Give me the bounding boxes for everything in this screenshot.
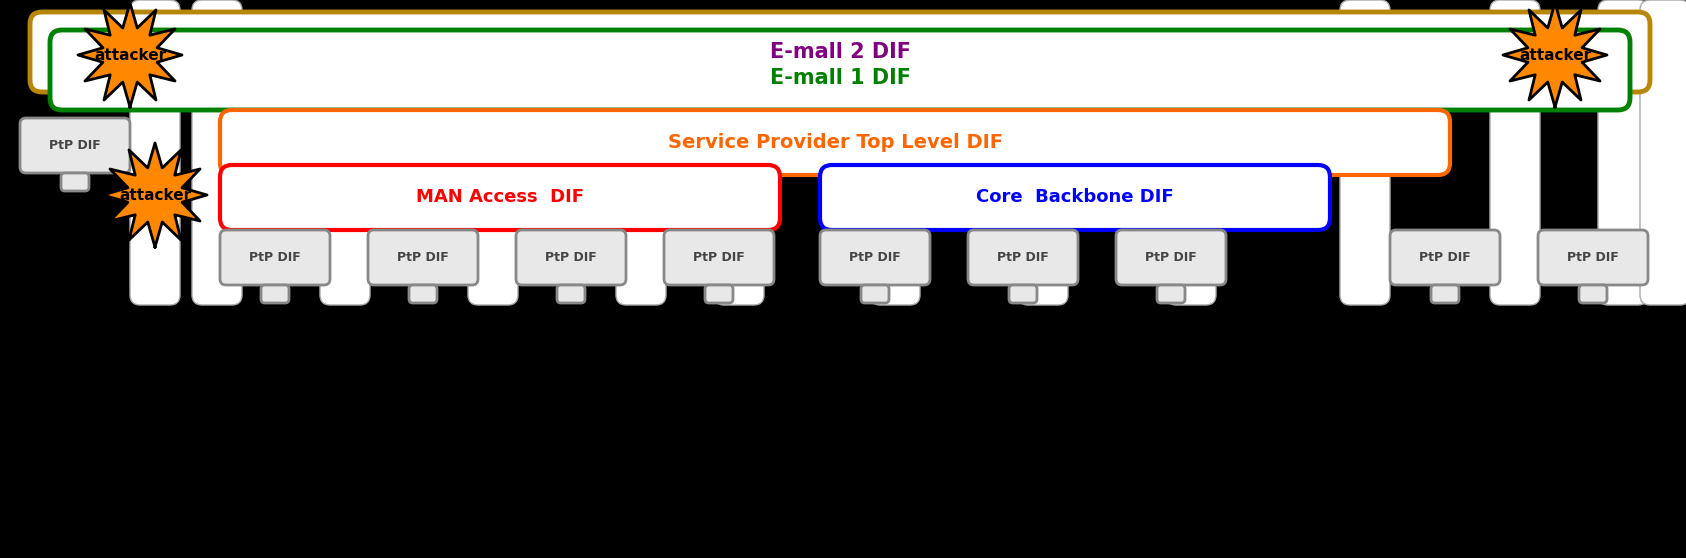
Text: PtP DIF: PtP DIF bbox=[850, 251, 900, 264]
Polygon shape bbox=[78, 3, 182, 107]
FancyBboxPatch shape bbox=[819, 165, 1330, 230]
FancyBboxPatch shape bbox=[1167, 100, 1216, 305]
FancyBboxPatch shape bbox=[819, 230, 931, 285]
Text: attacker: attacker bbox=[120, 187, 191, 203]
FancyBboxPatch shape bbox=[1116, 230, 1226, 285]
FancyBboxPatch shape bbox=[410, 285, 437, 303]
FancyBboxPatch shape bbox=[320, 100, 369, 305]
Text: PtP DIF: PtP DIF bbox=[398, 251, 448, 264]
Text: E-mall 1 DIF: E-mall 1 DIF bbox=[769, 68, 910, 88]
FancyBboxPatch shape bbox=[862, 285, 889, 303]
FancyBboxPatch shape bbox=[1008, 285, 1037, 303]
FancyBboxPatch shape bbox=[1431, 285, 1458, 303]
FancyBboxPatch shape bbox=[1018, 100, 1067, 305]
Text: attacker: attacker bbox=[94, 47, 165, 62]
FancyBboxPatch shape bbox=[968, 230, 1077, 285]
FancyBboxPatch shape bbox=[1490, 0, 1539, 305]
FancyBboxPatch shape bbox=[870, 100, 921, 305]
Text: PtP DIF: PtP DIF bbox=[1420, 251, 1470, 264]
FancyBboxPatch shape bbox=[1389, 230, 1501, 285]
FancyBboxPatch shape bbox=[20, 118, 130, 173]
Text: PtP DIF: PtP DIF bbox=[996, 251, 1049, 264]
FancyBboxPatch shape bbox=[705, 285, 733, 303]
Text: MAN Access  DIF: MAN Access DIF bbox=[416, 189, 583, 206]
Text: Core  Backbone DIF: Core Backbone DIF bbox=[976, 189, 1173, 206]
FancyBboxPatch shape bbox=[556, 285, 585, 303]
FancyBboxPatch shape bbox=[469, 100, 518, 305]
Text: PtP DIF: PtP DIF bbox=[1566, 251, 1619, 264]
Polygon shape bbox=[103, 143, 207, 247]
Text: E-mall 2 DIF: E-mall 2 DIF bbox=[769, 42, 910, 62]
FancyBboxPatch shape bbox=[130, 0, 180, 305]
FancyBboxPatch shape bbox=[615, 100, 666, 305]
FancyBboxPatch shape bbox=[1598, 0, 1647, 305]
Text: PtP DIF: PtP DIF bbox=[1145, 251, 1197, 264]
FancyBboxPatch shape bbox=[664, 230, 774, 285]
FancyBboxPatch shape bbox=[1538, 230, 1647, 285]
Text: attacker: attacker bbox=[1519, 47, 1592, 62]
FancyBboxPatch shape bbox=[219, 230, 330, 285]
FancyBboxPatch shape bbox=[368, 230, 479, 285]
FancyBboxPatch shape bbox=[516, 230, 626, 285]
Text: Service Provider Top Level DIF: Service Provider Top Level DIF bbox=[668, 133, 1003, 152]
Text: PtP DIF: PtP DIF bbox=[693, 251, 745, 264]
FancyBboxPatch shape bbox=[51, 30, 1630, 110]
Text: PtP DIF: PtP DIF bbox=[545, 251, 597, 264]
FancyBboxPatch shape bbox=[261, 285, 288, 303]
Text: PtP DIF: PtP DIF bbox=[49, 139, 101, 152]
FancyBboxPatch shape bbox=[1157, 285, 1185, 303]
FancyBboxPatch shape bbox=[1580, 285, 1607, 303]
FancyBboxPatch shape bbox=[1640, 0, 1686, 305]
Text: PtP DIF: PtP DIF bbox=[250, 251, 300, 264]
FancyBboxPatch shape bbox=[713, 100, 764, 305]
FancyBboxPatch shape bbox=[1340, 0, 1389, 305]
FancyBboxPatch shape bbox=[219, 110, 1450, 175]
FancyBboxPatch shape bbox=[61, 173, 89, 191]
Polygon shape bbox=[1502, 3, 1607, 107]
FancyBboxPatch shape bbox=[192, 0, 243, 305]
FancyBboxPatch shape bbox=[30, 12, 1651, 92]
FancyBboxPatch shape bbox=[219, 165, 781, 230]
